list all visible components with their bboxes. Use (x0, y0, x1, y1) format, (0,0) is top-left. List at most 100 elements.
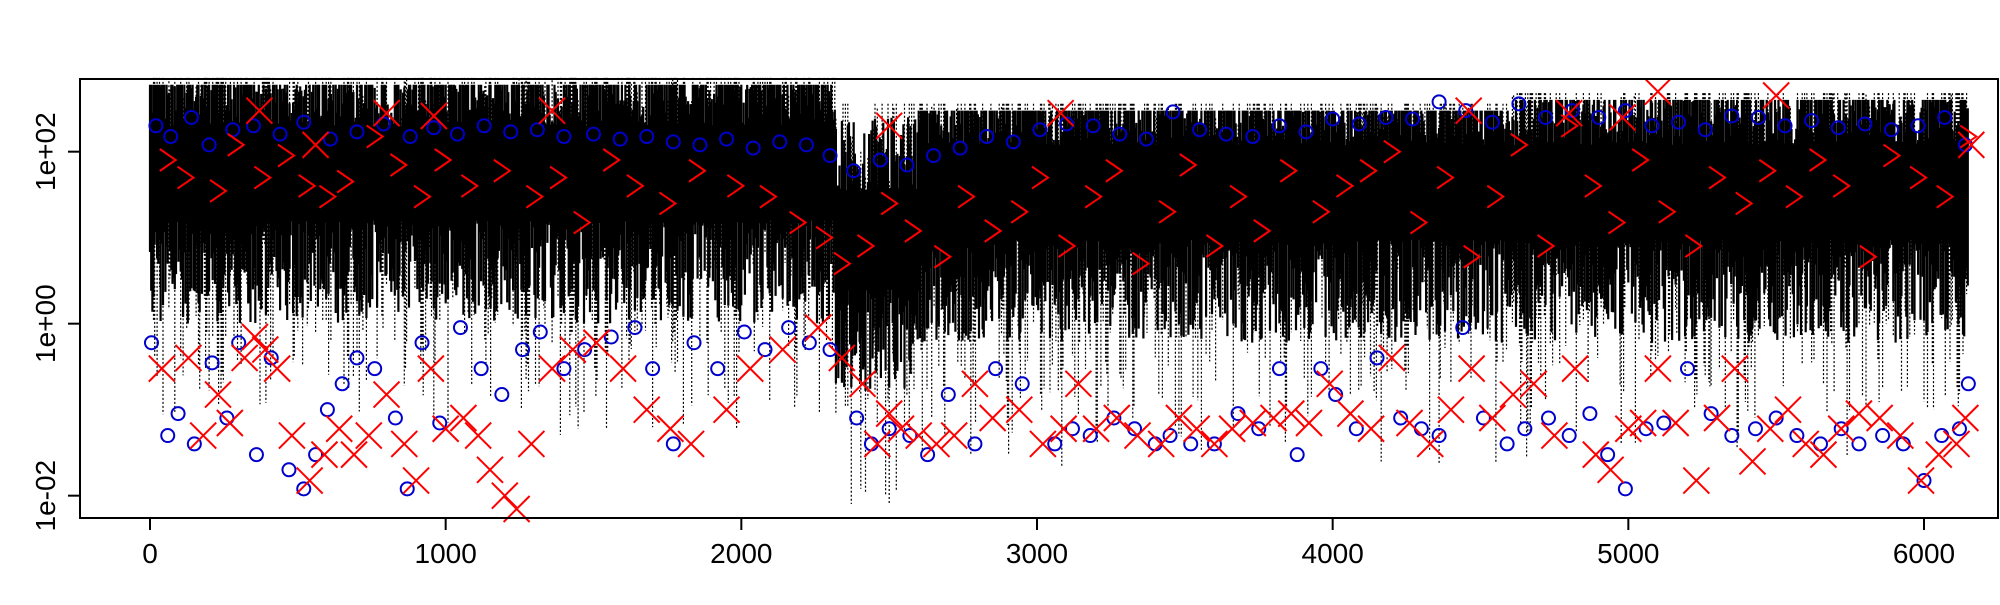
data-point-chevron (413, 184, 432, 209)
data-point-cross (1907, 466, 1935, 495)
data-point-circle (1289, 447, 1305, 463)
data-point-circle (449, 126, 465, 142)
data-point-cross (1005, 395, 1033, 424)
data-point-circle (1499, 436, 1515, 452)
data-point-circle (1638, 421, 1654, 437)
data-point-cross (1644, 77, 1672, 106)
data-point-cross (1182, 415, 1211, 443)
data-point-chevron (1859, 244, 1878, 269)
data-point-circle (1484, 114, 1500, 130)
data-point-circle (1431, 428, 1447, 444)
data-point-circle (1777, 118, 1793, 134)
data-point-circle (692, 137, 708, 153)
data-point-circle (494, 387, 510, 403)
data-point-chevron (1684, 234, 1704, 258)
data-point-chevron (1359, 158, 1378, 183)
data-point-circle (296, 114, 312, 130)
data-point-circle (645, 361, 661, 377)
data-point-circle (988, 361, 1004, 377)
data-point-circle (1916, 473, 1932, 489)
x-tick-label: 4000 (1302, 538, 1364, 569)
data-point-circle (603, 329, 619, 345)
data-point-circle (163, 129, 179, 145)
data-point-chevron (880, 191, 899, 216)
band-core (148, 84, 1969, 391)
data-point-circle (399, 481, 415, 497)
data-point-cross (1437, 395, 1465, 424)
data-point-circle (1511, 96, 1527, 112)
data-point-circle (1351, 116, 1367, 132)
data-point-circle (1883, 122, 1899, 138)
data-point-cross (325, 415, 353, 443)
data-point-circle (952, 140, 968, 156)
y-tick-label: 1e-02 (30, 460, 61, 532)
data-point-circle (1271, 361, 1287, 377)
data-point-cross (1925, 440, 1953, 469)
data-point-circle (1404, 111, 1420, 127)
data-point-circle (349, 124, 365, 140)
data-point-chevron (434, 148, 453, 172)
y-tick-label: 1e+00 (30, 284, 61, 363)
data-point-chevron (1058, 234, 1077, 258)
data-point-cross (251, 335, 280, 364)
data-point-chevron (1383, 139, 1402, 164)
data-point-chevron (658, 191, 678, 216)
data-point-cross (1827, 415, 1855, 443)
data-point-circle (349, 350, 365, 366)
data-point-cross (1082, 415, 1110, 443)
data-point-cross (402, 466, 430, 495)
data-point-circle (1455, 320, 1471, 336)
data-point-circle (231, 335, 247, 351)
data-point-circle (426, 120, 442, 136)
x-tick-label: 3000 (1006, 538, 1068, 569)
data-point-circle (263, 350, 279, 366)
data-point-circle (1138, 131, 1154, 147)
data-point-circle (1617, 103, 1633, 119)
data-point-circle (979, 129, 995, 145)
data-point-chevron (1010, 199, 1030, 224)
data-point-circle (745, 140, 761, 156)
data-point-circle (529, 122, 545, 138)
data-point-cross (189, 421, 217, 450)
data-point-circle (1369, 350, 1385, 366)
data-point-cross (940, 421, 968, 450)
data-point-chevron (1205, 234, 1225, 258)
data-point-circle (556, 129, 572, 145)
data-point-chevron (1105, 158, 1124, 183)
data-point-circle (1937, 109, 1953, 125)
data-point-circle (1703, 406, 1719, 422)
data-point-circle (781, 320, 797, 336)
data-point-chevron (1409, 210, 1429, 235)
data-point-cross (1103, 404, 1131, 432)
data-point-chevron (1031, 165, 1050, 190)
data-point-chevron (1882, 143, 1902, 168)
data-point-circle (201, 137, 217, 153)
data-point-circle (1032, 122, 1048, 138)
data-point-cross (1596, 456, 1625, 484)
data-point-circle (1833, 421, 1849, 437)
data-point-circle (586, 126, 601, 142)
data-point-circle (1724, 428, 1740, 444)
data-point-cross (390, 430, 418, 458)
data-point-circle (452, 320, 468, 336)
data-point-circle (204, 355, 220, 371)
data-point-chevron (318, 184, 338, 209)
data-point-cross (887, 415, 915, 443)
data-point-cross (848, 370, 877, 398)
data-point-chevron (957, 184, 976, 209)
data-point-circle (1671, 114, 1687, 130)
data-point-cross (922, 430, 951, 458)
data-point-circle (402, 129, 418, 145)
data-point-circle (432, 415, 448, 431)
data-point-cross (1721, 354, 1749, 383)
data-point-circle (899, 157, 915, 173)
data-point-circle (846, 163, 862, 179)
data-point-chevron (626, 174, 645, 198)
data-point-circle (1697, 122, 1713, 138)
data-point-circle (798, 137, 814, 153)
data-point-chevron (1936, 184, 1955, 209)
data-point-chevron (1084, 184, 1103, 209)
data-point-chevron (1335, 174, 1355, 198)
data-point-circle (532, 324, 548, 340)
data-point-cross (875, 399, 903, 428)
